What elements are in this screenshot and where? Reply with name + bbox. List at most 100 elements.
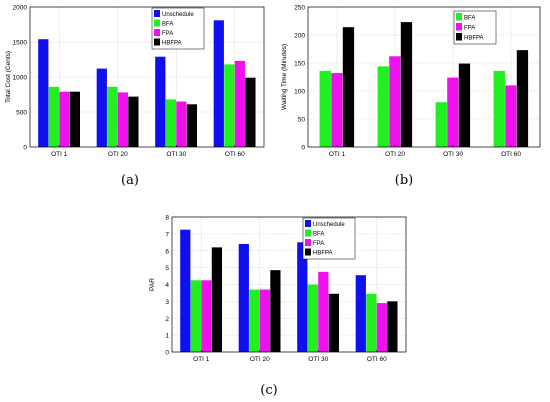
chart-a-bar — [224, 64, 235, 147]
chart-b-axes-box — [307, 6, 541, 148]
caption-c: (c) — [260, 383, 278, 398]
chart-c-legend-swatch — [305, 248, 311, 256]
chart-c-bar — [297, 242, 308, 352]
chart-c-legend-box — [302, 217, 356, 260]
chart-b-bar — [447, 77, 459, 147]
chart-b-xtick-label: OTI 1 — [329, 151, 346, 158]
chart-panel-c: 0 1 2 3 4 5 6 7 8 OTI 1 OTI 20 OTI 30 OTI 60 PAR Unsch… — [130, 206, 410, 382]
chart-c-legend-swatch — [305, 229, 311, 237]
chart-c-bar — [307, 284, 318, 352]
chart-c-ylabel: PAR — [149, 278, 156, 291]
chart-b-ytick-label: 50 — [298, 117, 306, 124]
chart-a-svg: 0 500 1000 1500 2000 OTI 1 OTI 20 OTI 30 OTI 60 T… — [5, 5, 265, 158]
chart-c-bar — [318, 271, 329, 352]
chart-a-bar — [69, 91, 81, 147]
chart-b-ytick-label: 0 — [301, 145, 305, 152]
chart-b-svg: 0 50 100 150 200 250 OTI 1 OTI 20 OTI 30 OTI 60 Wa… — [281, 5, 541, 158]
chart-b-legend-swatch — [456, 33, 462, 41]
chart-c-xtick-label: OTI 30 — [308, 356, 328, 363]
chart-a-legend-swatch — [154, 10, 160, 17]
chart-a-ytick-label: 1000 — [13, 75, 28, 82]
chart-b-legend-swatch — [456, 23, 462, 31]
chart-a-legend-box — [151, 7, 205, 50]
chart-a-axes-box — [29, 6, 265, 148]
chart-a-ytick-label: 500 — [16, 110, 27, 117]
chart-b-ytick-label: 250 — [294, 5, 305, 12]
chart-a-bar — [186, 104, 198, 147]
chart-a-xtick-label: OTI 1 — [51, 151, 68, 158]
chart-c-bar — [238, 244, 249, 352]
chart-a-legend-label: BFA — [162, 22, 173, 28]
chart-b-bar — [435, 102, 447, 147]
chart-a-bar — [155, 56, 166, 148]
chart-a-xtick-label: OTI 60 — [225, 151, 245, 158]
chart-a-ylabel: Total Cost (Cents) — [5, 51, 12, 103]
chart-b-bar — [342, 27, 355, 147]
chart-c-bar — [376, 303, 387, 352]
chart-c-legend-swatch — [305, 220, 311, 227]
caption-b: (b) — [394, 173, 414, 188]
chart-a-bar — [213, 20, 224, 147]
chart-c-ytick-label: 7 — [165, 231, 169, 238]
chart-b-xtick-label: OTI 20 — [385, 151, 405, 158]
chart-c-legend-label: BFA — [313, 232, 324, 238]
chart-a-bar — [48, 86, 59, 147]
chart-a-bar — [96, 68, 107, 147]
chart-a-ytick-label: 2000 — [13, 5, 28, 12]
chart-b-legend-swatch — [456, 13, 462, 21]
chart-c-legend-label: FPA — [313, 241, 324, 247]
chart-c-xtick-label: OTI 60 — [367, 356, 387, 363]
chart-b-legend-label: BFA — [464, 16, 475, 22]
chart-c-ytick-label: 1 — [165, 333, 169, 340]
chart-c-xtick-label: OTI 20 — [250, 356, 270, 363]
chart-b-ytick-label: 200 — [294, 33, 305, 40]
chart-b-bar — [331, 73, 343, 147]
chart-c-legend-label: Unschedule — [313, 222, 345, 228]
chart-b-ytick-label: 100 — [294, 89, 305, 96]
chart-a-bar — [38, 39, 49, 148]
chart-b-bar — [377, 66, 389, 147]
caption-a: (a) — [121, 173, 139, 188]
chart-a-legend-label: FPA — [162, 31, 173, 37]
chart-c-ytick-label: 8 — [165, 215, 169, 222]
chart-panel-b: 0 50 100 150 200 250 OTI 1 OTI 20 OTI 30 OTI 60 Wa… — [276, 0, 550, 172]
chart-a-legend-swatch — [154, 29, 160, 36]
chart-c-bar — [366, 293, 377, 352]
chart-c-bar — [270, 270, 281, 352]
chart-a-legend-label: Unschedule — [162, 12, 194, 18]
chart-c-axes-box — [171, 216, 407, 353]
chart-c-ytick-label: 3 — [165, 299, 169, 306]
chart-b-bar — [400, 22, 413, 147]
chart-a-bar — [59, 91, 70, 147]
chart-b-ylabel: Waiting Time (Minutes) — [281, 44, 288, 110]
chart-c-legend-label: HBFPA — [313, 251, 333, 257]
chart-c-bar — [249, 289, 260, 352]
chart-b-legend-label: HBFPA — [464, 36, 484, 42]
chart-a-legend-swatch — [154, 38, 160, 46]
chart-a-ytick-label: 1500 — [13, 40, 28, 47]
chart-b-xtick-label: OTI 60 — [501, 151, 521, 158]
chart-c-bar — [328, 293, 340, 352]
chart-b-ytick-label: 150 — [294, 61, 305, 68]
chart-b-legend-label: FPA — [464, 26, 475, 32]
chart-c-bar — [211, 247, 223, 352]
chart-b-bar — [516, 50, 529, 148]
chart-c-bar — [387, 301, 398, 352]
chart-a-bar — [165, 99, 176, 147]
chart-b-bar — [505, 85, 517, 147]
chart-panel-a: 0 500 1000 1500 2000 OTI 1 OTI 20 OTI 30 OTI 60 T… — [0, 0, 270, 172]
chart-c-ytick-label: 5 — [165, 265, 169, 272]
chart-b-bar — [319, 70, 331, 147]
chart-c-xtick-label: OTI 1 — [193, 356, 210, 363]
chart-a-bar — [234, 60, 245, 147]
chart-c-bar — [201, 280, 212, 352]
chart-b-bar — [458, 63, 471, 148]
chart-c-bar — [259, 289, 270, 352]
chart-a-bar — [107, 86, 118, 147]
chart-c-svg: 0 1 2 3 4 5 6 7 8 OTI 1 OTI 20 OTI 30 OTI 60 PAR Unsch… — [149, 215, 407, 363]
chart-a-bar — [117, 92, 128, 147]
chart-b-bar — [493, 70, 505, 147]
chart-a-xtick-label: OTI 30 — [166, 151, 186, 158]
chart-c-legend-swatch — [305, 239, 311, 246]
chart-b-xtick-label: OTI 30 — [443, 151, 463, 158]
